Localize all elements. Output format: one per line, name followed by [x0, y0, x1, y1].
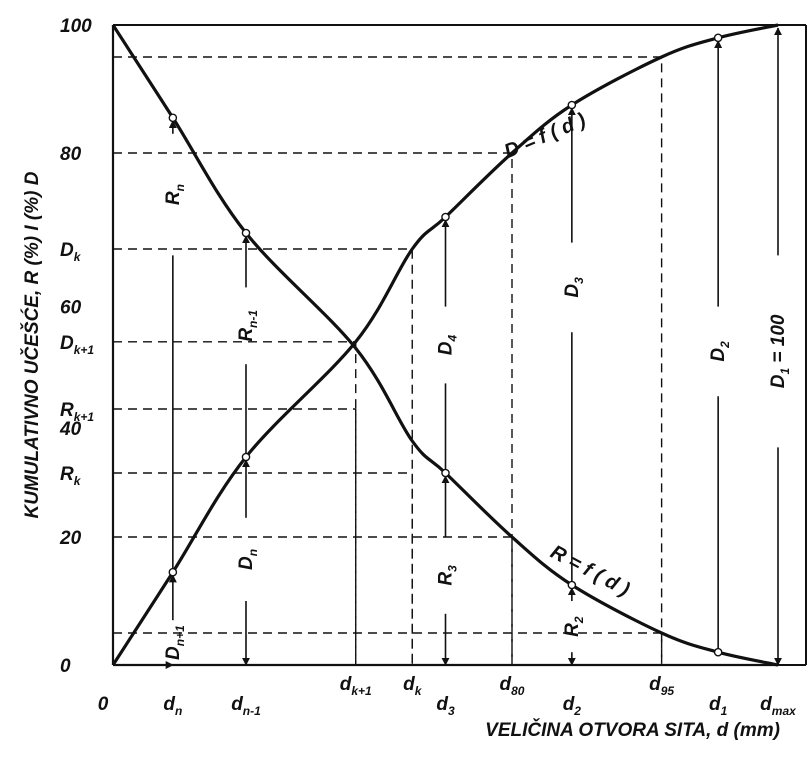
y-tick-label: 80 [60, 144, 82, 165]
x-tick-label: d2 [563, 694, 582, 718]
x-tick-label: d3 [436, 694, 455, 718]
y-tick-label: Dk [60, 240, 82, 264]
curve-labels: D = f ( d ) R = f ( d ) [501, 109, 633, 601]
curve-point-marker [713, 647, 723, 657]
y-axis-title: KUMULATIVNO UČEŠĆE, R (%) I (%) D [21, 171, 43, 518]
y-tick-label: 40 [59, 419, 82, 440]
x-tick-label: 0 [98, 694, 109, 715]
x-tick-label: dmax [760, 694, 797, 718]
x-tick-label: dk [403, 674, 423, 698]
x-tick-label: d1 [709, 694, 728, 718]
curve-point-marker [567, 580, 577, 590]
curve-point-marker [567, 100, 577, 110]
series-line-R [111, 24, 779, 667]
dimension-arrow-label: R2 [562, 616, 586, 637]
x-tick-label: d95 [649, 674, 674, 698]
reference-line [113, 341, 357, 665]
curve-label-R: R = f ( d ) [547, 541, 634, 601]
y-tick-label: 60 [60, 298, 82, 319]
curves [111, 23, 779, 667]
x-tick-labels: 0 dn dn-1 dk+1 dk d3 d80 d2 d95 d1 dmax [98, 674, 797, 718]
x-tick-label: dk+1 [340, 674, 372, 698]
curve-point-marker [241, 228, 251, 238]
reference-line [113, 408, 357, 665]
y-tick-label: Rk [60, 464, 82, 488]
curve-point-marker [241, 452, 251, 462]
dimension-arrow: D2 [708, 39, 732, 653]
dimension-arrow-label: Rn [163, 184, 187, 205]
x-axis-title: VELIČINA OTVORA SITA, d (mm) [485, 719, 780, 741]
dimension-arrow-label: D4 [436, 334, 460, 355]
reference-line [113, 248, 413, 665]
dimension-arrow: D1 = 100 [768, 27, 792, 666]
dimension-arrow-label: D1 = 100 [768, 314, 792, 388]
dimension-arrow: Dn+1 [163, 574, 187, 660]
y-tick-label: Rk+1 [60, 400, 94, 424]
dimension-arrow: Rn [163, 120, 187, 573]
dimension-arrow: R3 [436, 475, 460, 666]
dimension-arrow: D3 [562, 107, 586, 585]
y-tick-label: Dk+1 [60, 333, 94, 357]
dimension-arrows: Dn+1 Rn Dn Rn-1 R3 D4 R2 D3 D2 D1 = 100 [163, 27, 792, 666]
curve-markers [168, 33, 723, 657]
y-tick-label: 100 [60, 16, 92, 37]
y-tick-label: 20 [59, 528, 82, 549]
dimension-arrow-label: R3 [436, 565, 460, 586]
dimension-arrow: R2 [562, 587, 586, 666]
curve-point-marker [713, 33, 723, 43]
dimension-arrow-label: D3 [562, 277, 586, 298]
reference-line [113, 472, 413, 665]
dimension-arrow: Rn-1 [236, 235, 260, 457]
dimension-arrow-label: Dn [236, 549, 260, 570]
curve-point-marker [168, 113, 178, 123]
curve-point-marker [441, 468, 450, 478]
dimension-arrow: Dn [236, 459, 260, 666]
dimension-arrow-label: Dn+1 [163, 625, 187, 660]
plot-area [111, 24, 807, 667]
curve-point-marker [441, 212, 450, 222]
y-tick-label: 0 [60, 656, 71, 677]
dimension-arrow: D4 [436, 219, 460, 473]
curve-point-marker [168, 567, 178, 577]
dimension-arrow-label: D2 [708, 341, 732, 362]
x-tick-label: d80 [500, 674, 525, 698]
x-tick-label: dn-1 [231, 694, 261, 718]
dimension-arrow-label: Rn-1 [236, 310, 260, 342]
series-line-D [111, 23, 779, 666]
curve-label-D: D = f ( d ) [501, 109, 589, 163]
x-tick-label: dn [163, 694, 182, 718]
